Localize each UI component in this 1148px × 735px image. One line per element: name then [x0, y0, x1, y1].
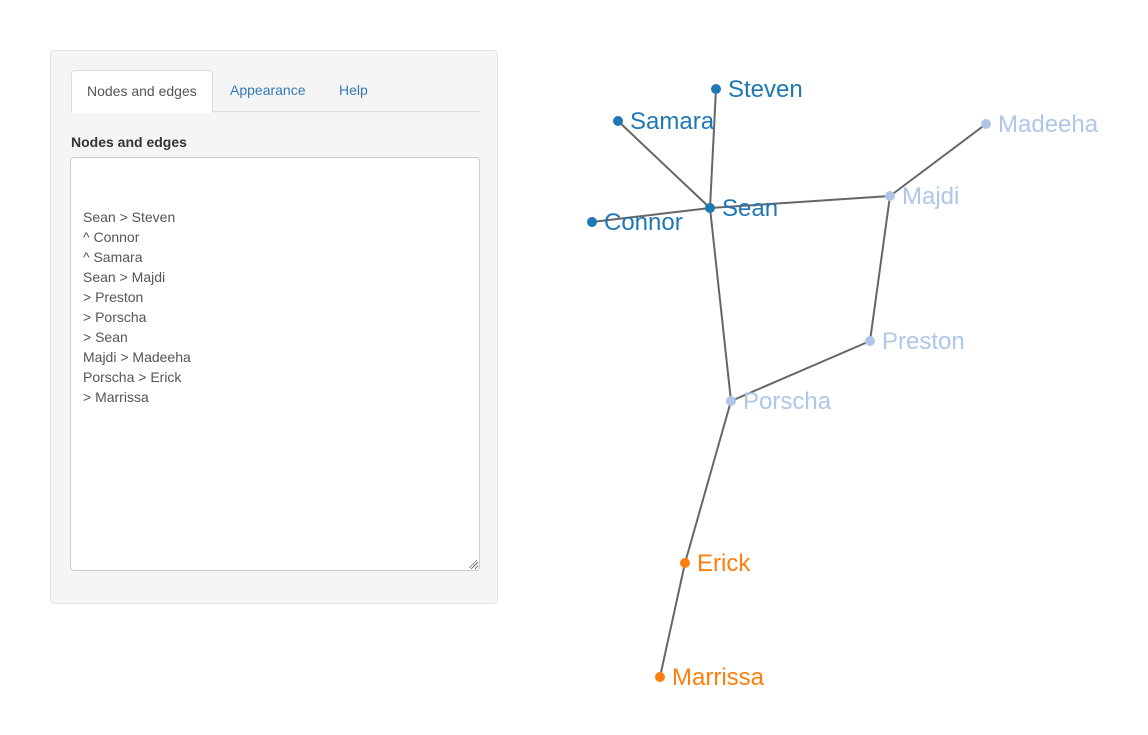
tab-appearance[interactable]: Appearance: [230, 82, 306, 98]
graph-node-label-preston: Preston: [882, 328, 965, 355]
graph-node-erick[interactable]: [680, 558, 690, 568]
graph-edge-sean-samara: [617, 120, 711, 209]
graph-edge-sean-majdi: [709, 195, 891, 209]
editor-line: > Marrissa: [83, 389, 149, 405]
editor-line: ^ Samara: [83, 249, 143, 265]
tab-bar: Nodes and edges Appearance Help: [71, 70, 480, 113]
graph-node-porscha[interactable]: [726, 396, 736, 406]
graph-node-label-majdi: Majdi: [902, 183, 959, 210]
graph-edge-majdi-madeeha: [889, 123, 987, 197]
graph-node-connor[interactable]: [587, 217, 597, 227]
editor-label: Nodes and edges: [71, 134, 187, 150]
graph-node-label-porscha: Porscha: [743, 388, 832, 415]
tab-help[interactable]: Help: [339, 82, 368, 98]
graph-edge-majdi-preston: [869, 195, 891, 342]
tab-nodes-and-edges[interactable]: Nodes and edges: [71, 70, 213, 113]
graph-edge-sean-connor: [591, 207, 711, 223]
editor-line: ^ Connor: [83, 229, 140, 245]
editor-line: Majdi > Madeeha: [83, 349, 191, 365]
graph-node-label-samara: Samara: [630, 108, 715, 135]
graph-edge-porscha-sean: [709, 207, 732, 402]
editor-line: > Porscha: [83, 309, 147, 325]
graph-node-sean[interactable]: [705, 203, 715, 213]
graph-node-steven[interactable]: [711, 84, 721, 94]
nodes-edges-textarea[interactable]: Sean > Steven ^ Connor ^ Samara Sean > Majd…: [70, 157, 480, 571]
editor-line: > Sean: [83, 329, 128, 345]
graph-node-label-madeeha: Madeeha: [998, 111, 1099, 138]
editor-line: Porscha > Erick: [83, 369, 182, 385]
editor-line: > Preston: [83, 289, 144, 305]
graph-node-label-erick: Erick: [697, 550, 751, 577]
graph-node-samara[interactable]: [613, 116, 623, 126]
graph-node-label-connor: Connor: [604, 209, 683, 236]
graph-edge-preston-porscha: [730, 340, 871, 402]
graph-edge-sean-steven: [709, 88, 717, 209]
graph-edge-erick-marrissa: [659, 562, 686, 678]
sidebar-panel: Nodes and edges Appearance Help Nodes an…: [50, 50, 498, 604]
editor-line: Sean > Steven: [83, 209, 176, 225]
graph-node-label-sean: Sean: [722, 195, 778, 222]
graph-node-majdi[interactable]: [885, 191, 895, 201]
graph-node-madeeha[interactable]: [981, 119, 991, 129]
graph-node-label-steven: Steven: [728, 76, 803, 103]
graph-node-preston[interactable]: [865, 336, 875, 346]
graph-edge-porscha-erick: [684, 400, 732, 564]
editor-line: Sean > Majdi: [83, 269, 166, 285]
graph-node-label-marrissa: Marrissa: [672, 664, 765, 691]
graph-node-marrissa[interactable]: [655, 672, 665, 682]
